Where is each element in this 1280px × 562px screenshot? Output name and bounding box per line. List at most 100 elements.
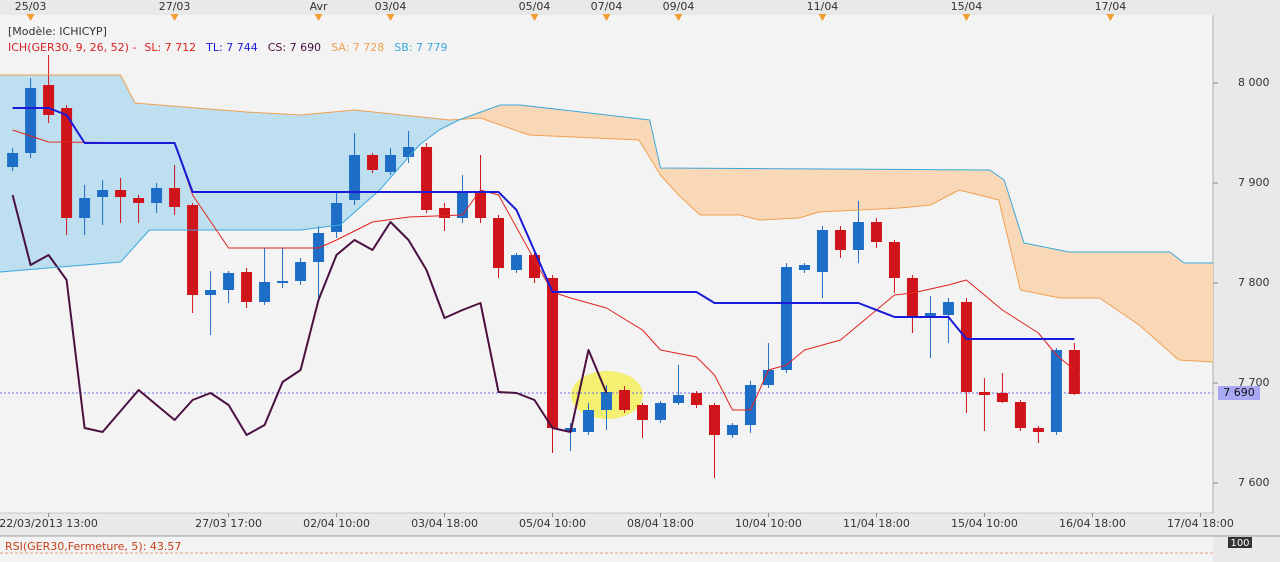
y-tick-label: 7 800 (1238, 276, 1270, 289)
candle-body (151, 188, 163, 203)
candle-body (834, 230, 846, 250)
main-layer (0, 55, 1214, 478)
x-tick-label: 11/04 18:00 (843, 517, 910, 530)
legend-entry: SL: 7 712 (144, 41, 196, 54)
candle-body (1032, 428, 1044, 432)
candle-body (888, 242, 900, 278)
x-tick-label: 16/04 18:00 (1059, 517, 1126, 530)
x-tick-label: 05/04 10:00 (519, 517, 586, 530)
top-tick-label: 03/04 (375, 0, 407, 13)
top-tick-marker (314, 14, 323, 21)
candle-body (349, 155, 361, 200)
x-tick-label: 02/04 10:00 (303, 517, 370, 530)
x-tick-label: 03/04 18:00 (411, 517, 478, 530)
candle-body (43, 85, 55, 115)
candle-body (421, 147, 433, 210)
candle-body (636, 405, 648, 420)
candle-body (25, 88, 37, 153)
rsi-tick-box (1228, 537, 1252, 548)
top-tick-marker (674, 14, 683, 21)
candle-body (870, 222, 882, 242)
candle-body (493, 218, 505, 268)
x-tick-label: 15/04 10:00 (951, 517, 1018, 530)
legend-entry: CS: 7 690 (268, 41, 321, 54)
candle-body (529, 255, 541, 278)
indicator-line (12, 107, 1075, 340)
top-tick-marker (962, 14, 971, 21)
rsi-title: RSI(GER30,Fermeture, 5): 43.57 (5, 540, 181, 553)
y-tick-label: 7 700 (1238, 376, 1270, 389)
legend-entry: SB: 7 779 (394, 41, 447, 54)
model-label: [Modèle: ICHICYP] (8, 25, 107, 38)
candle-body (780, 267, 792, 370)
top-tick-label: 07/04 (591, 0, 623, 13)
candle-body (277, 281, 289, 283)
top-tick-marker (530, 14, 539, 21)
cloud-bullish (0, 75, 1213, 362)
top-tick-label: 27/03 (159, 0, 191, 13)
candle-body (295, 262, 307, 281)
candle-body (403, 147, 415, 157)
legend-entry: SA: 7 728 (331, 41, 384, 54)
candle-body (942, 302, 954, 315)
top-tick-label: 17/04 (1095, 0, 1127, 13)
x-tick-label: 22/03/2013 13:00 (0, 517, 98, 530)
candle-body (385, 155, 397, 172)
indicator-label: ICH(GER30, 9, 26, 52) - (8, 41, 136, 54)
x-tick-label: 27/03 17:00 (195, 517, 262, 530)
candle-body (97, 190, 109, 197)
x-tick-label: 10/04 10:00 (735, 517, 802, 530)
candle-body (223, 273, 235, 290)
candle-body (762, 370, 774, 385)
candle-body (547, 278, 559, 428)
candle-body (457, 193, 469, 218)
candle-body (654, 403, 666, 420)
candle-body (511, 255, 523, 270)
candle-body (367, 155, 379, 170)
top-tick-marker (818, 14, 827, 21)
candle-body (1068, 350, 1080, 394)
candle-body (708, 405, 720, 435)
top-tick-marker (1106, 14, 1115, 21)
top-tick-marker (26, 14, 35, 21)
candle-body (618, 390, 630, 410)
candle-body (690, 393, 702, 405)
candle-body (924, 313, 936, 318)
candle-body (259, 282, 271, 302)
candle-body (726, 425, 738, 435)
candle-body (1050, 350, 1062, 432)
candle-body (205, 290, 217, 295)
top-tick-marker (170, 14, 179, 21)
candle-body (187, 205, 199, 295)
candle-body (115, 190, 127, 197)
candle-body (241, 272, 253, 302)
top-tick-label: 09/04 (663, 0, 695, 13)
legend-entry: TL: 7 744 (205, 41, 258, 54)
candle-body (978, 392, 990, 395)
x-tick-label: 17/04 18:00 (1167, 517, 1234, 530)
last-price-label: 7 690 (1223, 386, 1255, 399)
y-tick-label: 7 600 (1238, 476, 1270, 489)
top-tick-marker (602, 14, 611, 21)
candle-body (169, 188, 181, 207)
candle-body (79, 198, 91, 218)
candle-body (601, 392, 612, 410)
top-tick-label: 25/03 (15, 0, 47, 13)
last-price-box (1218, 386, 1260, 400)
candle-body (331, 203, 343, 232)
candle-body (852, 222, 864, 250)
indicator-line (11, 194, 608, 436)
indicator-line (0, 104, 1213, 273)
candle-body (672, 395, 684, 403)
y-tick-label: 7 900 (1238, 176, 1270, 189)
rsi-panel (0, 536, 1213, 562)
candle-body (475, 193, 487, 218)
candle-body (583, 410, 595, 432)
top-tick-label: 05/04 (519, 0, 551, 13)
indicator-line (0, 74, 1214, 363)
candle-body (798, 265, 810, 270)
candle-body (996, 393, 1008, 402)
top-tick-label: Avr (310, 0, 328, 13)
candle-body (960, 302, 972, 392)
